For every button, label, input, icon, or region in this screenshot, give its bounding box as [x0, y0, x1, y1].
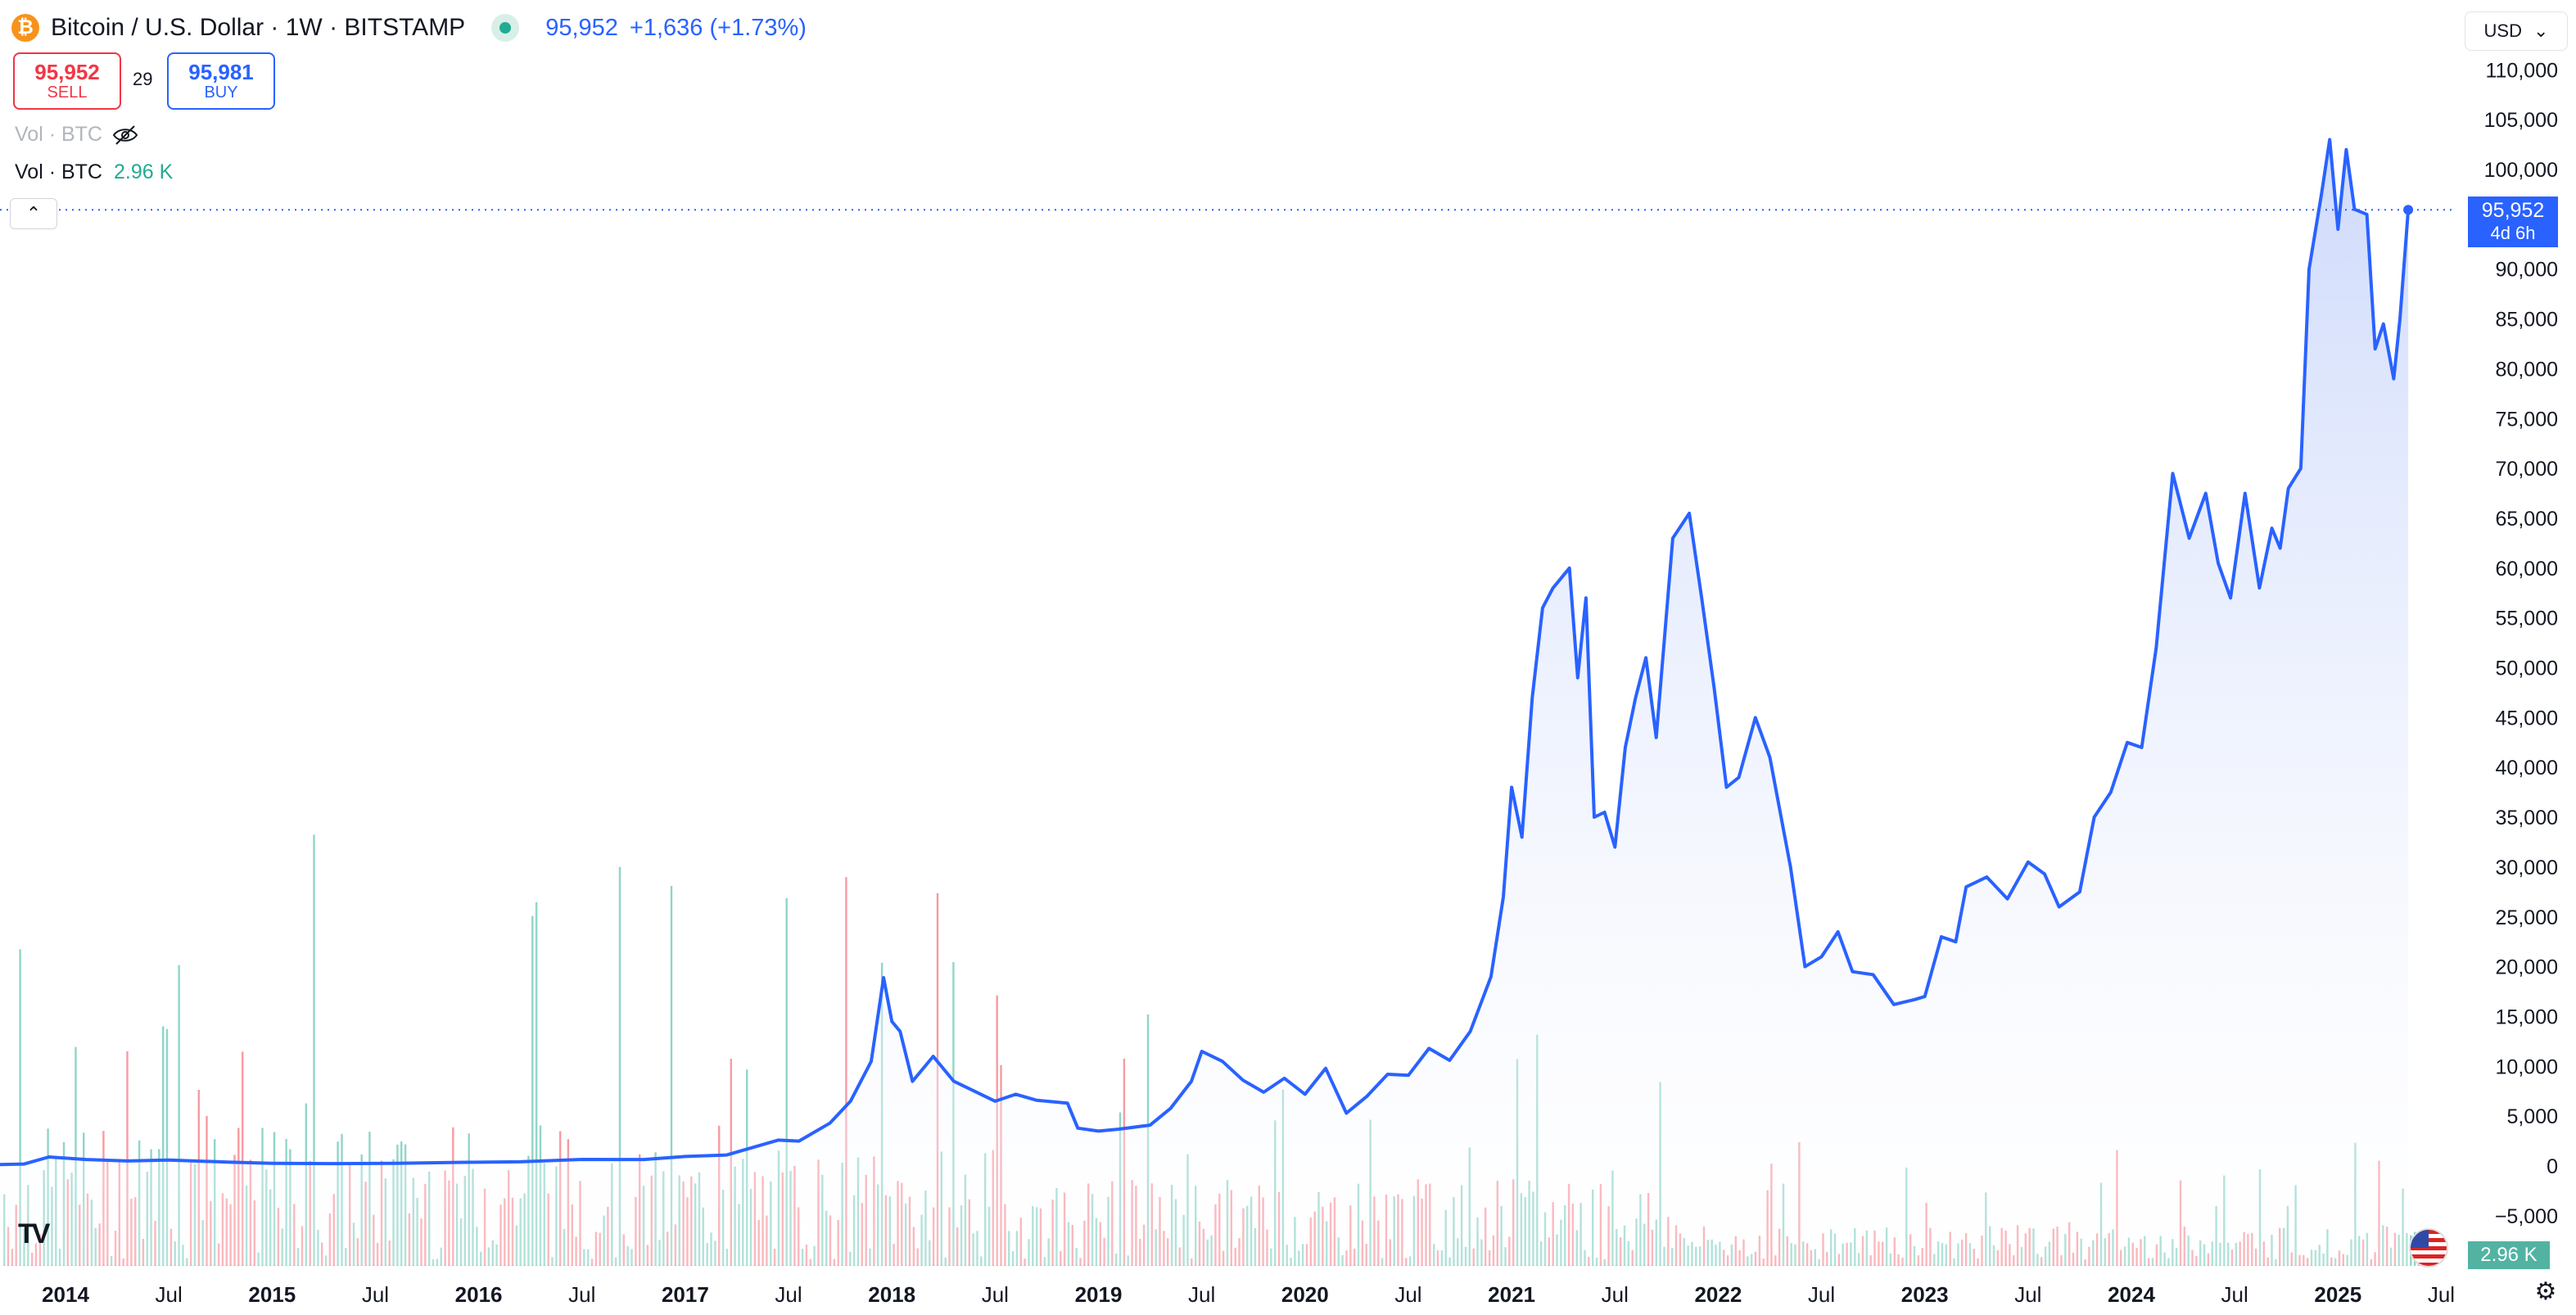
- x-tick-label: Jul: [775, 1282, 802, 1307]
- price-line: [0, 138, 2411, 1167]
- x-tick-label: Jul: [2428, 1282, 2455, 1307]
- chevron-down-icon: ⌄: [2533, 20, 2549, 41]
- volume-bar: [126, 1051, 129, 1266]
- y-tick-label: 55,000: [2496, 608, 2558, 630]
- y-tick-label: 35,000: [2496, 807, 2558, 829]
- y-tick-label: 105,000: [2484, 109, 2558, 132]
- x-tick-label: Jul: [568, 1282, 595, 1307]
- x-tick-label: Jul: [1394, 1282, 1421, 1307]
- bar-countdown: 4d 6h: [2490, 223, 2536, 243]
- price-area-fill: [0, 139, 2409, 1265]
- buy-label: BUY: [204, 84, 238, 102]
- currency-selector[interactable]: USD ⌄: [2465, 11, 2568, 51]
- volume-axis-label: 2.96 K: [2468, 1241, 2550, 1269]
- header-change: +1,636 (+1.73%): [629, 14, 807, 41]
- y-tick-label: 0: [2547, 1155, 2558, 1178]
- volume-bar: [670, 886, 673, 1266]
- y-tick-label: 15,000: [2496, 1005, 2558, 1028]
- volume-bar: [242, 1051, 244, 1266]
- y-tick-label: 60,000: [2496, 558, 2558, 581]
- spread-value: 29: [133, 69, 153, 89]
- y-tick-label: 30,000: [2496, 856, 2558, 879]
- y-tick-label: 110,000: [2485, 59, 2558, 82]
- x-tick-label: Jul: [2014, 1282, 2041, 1307]
- x-tick-label: 2025: [2314, 1282, 2361, 1307]
- sell-label: SELL: [47, 84, 88, 102]
- volume-bar: [531, 915, 534, 1266]
- last-price-value: 95,952: [2481, 199, 2545, 222]
- x-tick-label: 2019: [1075, 1282, 1123, 1307]
- x-tick-label: 2022: [1694, 1282, 1742, 1307]
- symbol-title[interactable]: Bitcoin / U.S. Dollar · 1W · BITSTAMP: [51, 14, 466, 41]
- volume-bar: [785, 897, 788, 1266]
- volume-legend-label: Vol · BTC: [15, 160, 102, 183]
- y-tick-label: 100,000: [2484, 159, 2558, 182]
- y-tick-label: 40,000: [2496, 757, 2558, 780]
- y-tick-label: 65,000: [2496, 508, 2558, 531]
- x-tick-label: 2023: [1901, 1282, 1949, 1307]
- x-tick-label: Jul: [982, 1282, 1009, 1307]
- x-tick-label: Jul: [1602, 1282, 1629, 1307]
- symbol-header: ₿ Bitcoin / U.S. Dollar · 1W · BITSTAMP …: [11, 10, 807, 46]
- y-tick-label: 50,000: [2496, 658, 2558, 680]
- y-tick-label: 90,000: [2496, 259, 2558, 282]
- us-flag-icon[interactable]: [2409, 1228, 2448, 1268]
- tradingview-logo-icon[interactable]: TV: [18, 1218, 51, 1249]
- x-tick-label: Jul: [156, 1282, 183, 1307]
- x-tick-label: Jul: [2221, 1282, 2248, 1307]
- x-tick-label: 2018: [868, 1282, 915, 1307]
- last-price-dot: [2403, 205, 2414, 215]
- volume-bar: [19, 949, 21, 1266]
- x-tick-label: Jul: [1188, 1282, 1215, 1307]
- x-tick-label: 2020: [1281, 1282, 1329, 1307]
- header-price: 95,952: [545, 14, 618, 41]
- x-tick-label: Jul: [1808, 1282, 1835, 1307]
- bitcoin-icon: ₿: [11, 14, 39, 42]
- last-price-label: 95,952 4d 6h: [2468, 197, 2558, 247]
- y-tick-label: 5,000: [2506, 1105, 2558, 1128]
- volume-bar: [162, 1026, 165, 1266]
- chevron-up-icon: ⌃: [25, 203, 42, 224]
- x-tick-label: 2016: [455, 1282, 503, 1307]
- sell-button[interactable]: 95,952 SELL: [13, 52, 121, 110]
- volume-bar: [535, 902, 538, 1266]
- hidden-volume-legend[interactable]: Vol · BTC: [15, 123, 138, 147]
- volume-bar: [845, 877, 847, 1266]
- y-tick-label: 25,000: [2496, 906, 2558, 929]
- volume-bar: [618, 866, 621, 1266]
- y-tick-label: 70,000: [2496, 458, 2558, 481]
- volume-bar: [178, 965, 180, 1266]
- volume-legend-value: 2.96 K: [113, 160, 174, 183]
- gear-icon[interactable]: ⚙: [2534, 1277, 2557, 1305]
- market-open-icon[interactable]: [491, 14, 520, 42]
- hidden-volume-label: Vol · BTC: [15, 123, 102, 146]
- collapse-legend-button[interactable]: ⌃: [10, 198, 57, 229]
- x-tick-label: 2021: [1488, 1282, 1535, 1307]
- currency-label: USD: [2483, 20, 2522, 41]
- x-tick-label: 2014: [42, 1282, 89, 1307]
- volume-bar: [75, 1046, 77, 1266]
- y-tick-label: 45,000: [2496, 707, 2558, 730]
- sell-price: 95,952: [34, 60, 100, 84]
- time-axis[interactable]: 2014 Jul 2015 Jul 2016 Jul 2017 Jul 2018 Jul 2019 J…: [42, 1282, 2455, 1307]
- buy-button[interactable]: 95,981 BUY: [167, 52, 275, 110]
- eye-off-icon[interactable]: [112, 124, 138, 146]
- y-tick-label: 10,000: [2496, 1055, 2558, 1078]
- x-tick-label: 2024: [2108, 1282, 2155, 1307]
- volume-bar: [165, 1028, 169, 1266]
- buy-price: 95,981: [188, 60, 254, 84]
- y-tick-label: −5,000: [2495, 1205, 2558, 1228]
- x-tick-label: 2015: [248, 1282, 296, 1307]
- x-tick-label: Jul: [362, 1282, 389, 1307]
- y-tick-label: 85,000: [2496, 309, 2558, 332]
- y-tick-label: 80,000: [2496, 358, 2558, 381]
- volume-legend[interactable]: Vol · BTC 2.96 K: [15, 160, 173, 184]
- volume-bar: [313, 834, 315, 1266]
- y-tick-label: 20,000: [2496, 956, 2558, 979]
- x-tick-label: 2017: [662, 1282, 709, 1307]
- y-tick-label: 75,000: [2496, 408, 2558, 431]
